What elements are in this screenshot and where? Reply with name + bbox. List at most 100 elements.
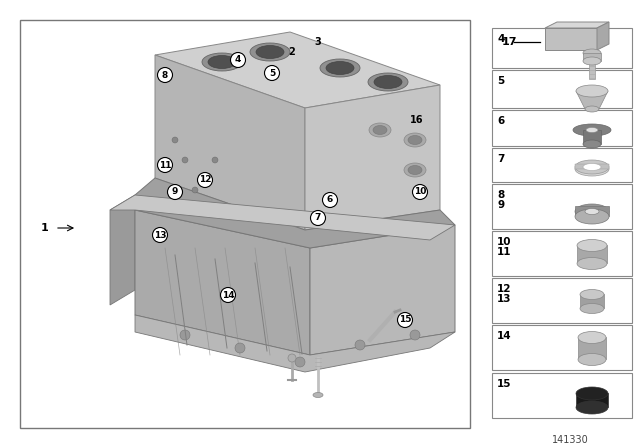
Ellipse shape xyxy=(580,289,604,300)
Polygon shape xyxy=(597,22,609,50)
Ellipse shape xyxy=(368,73,408,91)
Text: 13: 13 xyxy=(154,231,166,240)
Bar xyxy=(583,130,601,144)
Ellipse shape xyxy=(250,43,290,61)
Bar xyxy=(589,61,595,79)
Text: 12: 12 xyxy=(199,176,211,185)
Ellipse shape xyxy=(404,133,426,147)
Circle shape xyxy=(212,157,218,163)
Text: 4: 4 xyxy=(497,34,504,44)
Text: 17: 17 xyxy=(502,37,518,47)
Ellipse shape xyxy=(585,106,599,112)
Circle shape xyxy=(168,185,182,199)
Bar xyxy=(575,207,609,216)
Ellipse shape xyxy=(583,140,601,148)
Ellipse shape xyxy=(575,160,609,174)
Ellipse shape xyxy=(320,59,360,77)
Text: 9: 9 xyxy=(497,200,504,210)
Text: 141330: 141330 xyxy=(552,435,588,445)
Ellipse shape xyxy=(586,128,598,133)
Bar xyxy=(580,294,604,309)
Ellipse shape xyxy=(575,162,609,176)
Polygon shape xyxy=(155,55,305,230)
Text: 5: 5 xyxy=(269,69,275,78)
Ellipse shape xyxy=(578,353,606,366)
Ellipse shape xyxy=(256,46,284,59)
Text: 10: 10 xyxy=(414,188,426,197)
Ellipse shape xyxy=(583,57,601,65)
Ellipse shape xyxy=(408,165,422,175)
Ellipse shape xyxy=(575,204,609,219)
Bar xyxy=(575,164,609,169)
Bar xyxy=(578,337,606,359)
Ellipse shape xyxy=(404,163,426,177)
Polygon shape xyxy=(135,315,455,372)
Circle shape xyxy=(355,340,365,350)
Text: 16: 16 xyxy=(410,115,424,125)
Polygon shape xyxy=(155,32,440,108)
Text: 13: 13 xyxy=(497,294,511,304)
Bar xyxy=(492,325,632,370)
Polygon shape xyxy=(135,178,455,248)
Ellipse shape xyxy=(585,208,599,215)
Ellipse shape xyxy=(374,76,402,89)
Ellipse shape xyxy=(577,240,607,251)
Polygon shape xyxy=(545,22,609,28)
Text: 7: 7 xyxy=(315,214,321,223)
Circle shape xyxy=(230,52,246,68)
Text: 8: 8 xyxy=(162,70,168,79)
Ellipse shape xyxy=(576,85,608,97)
Bar xyxy=(492,70,632,108)
Text: 12: 12 xyxy=(497,284,511,294)
Polygon shape xyxy=(110,195,135,305)
Text: 15: 15 xyxy=(399,315,412,324)
Polygon shape xyxy=(305,85,440,230)
Bar xyxy=(492,278,632,323)
Text: 6: 6 xyxy=(327,195,333,204)
Polygon shape xyxy=(576,91,608,109)
Bar xyxy=(492,231,632,276)
Text: 8: 8 xyxy=(497,190,504,200)
Ellipse shape xyxy=(578,332,606,344)
Circle shape xyxy=(172,137,178,143)
Ellipse shape xyxy=(373,125,387,134)
Bar xyxy=(576,393,608,408)
Polygon shape xyxy=(310,225,455,355)
Circle shape xyxy=(235,343,245,353)
Circle shape xyxy=(413,185,428,199)
Bar xyxy=(583,53,601,61)
Text: 11: 11 xyxy=(159,160,172,169)
Circle shape xyxy=(288,354,296,362)
Circle shape xyxy=(264,65,280,81)
Circle shape xyxy=(180,330,190,340)
Text: 14: 14 xyxy=(497,331,511,341)
Bar xyxy=(492,184,632,229)
Ellipse shape xyxy=(580,303,604,314)
Ellipse shape xyxy=(313,392,323,397)
Text: 2: 2 xyxy=(289,47,296,57)
Ellipse shape xyxy=(575,209,609,224)
Text: 6: 6 xyxy=(497,116,504,126)
Bar xyxy=(577,246,607,263)
Circle shape xyxy=(157,158,173,172)
Bar xyxy=(492,373,632,418)
Bar xyxy=(492,148,632,182)
Polygon shape xyxy=(110,195,455,240)
Circle shape xyxy=(157,68,173,82)
Circle shape xyxy=(182,157,188,163)
Text: 11: 11 xyxy=(497,247,511,257)
Ellipse shape xyxy=(208,56,236,69)
Ellipse shape xyxy=(408,135,422,145)
Text: 7: 7 xyxy=(497,154,504,164)
Bar xyxy=(20,20,470,428)
Text: 5: 5 xyxy=(497,76,504,86)
Circle shape xyxy=(192,187,198,193)
Polygon shape xyxy=(135,210,310,355)
Ellipse shape xyxy=(576,401,608,414)
Circle shape xyxy=(295,357,305,367)
Circle shape xyxy=(221,288,236,302)
Ellipse shape xyxy=(369,123,391,137)
Circle shape xyxy=(198,172,212,188)
Ellipse shape xyxy=(583,49,601,57)
Circle shape xyxy=(410,330,420,340)
